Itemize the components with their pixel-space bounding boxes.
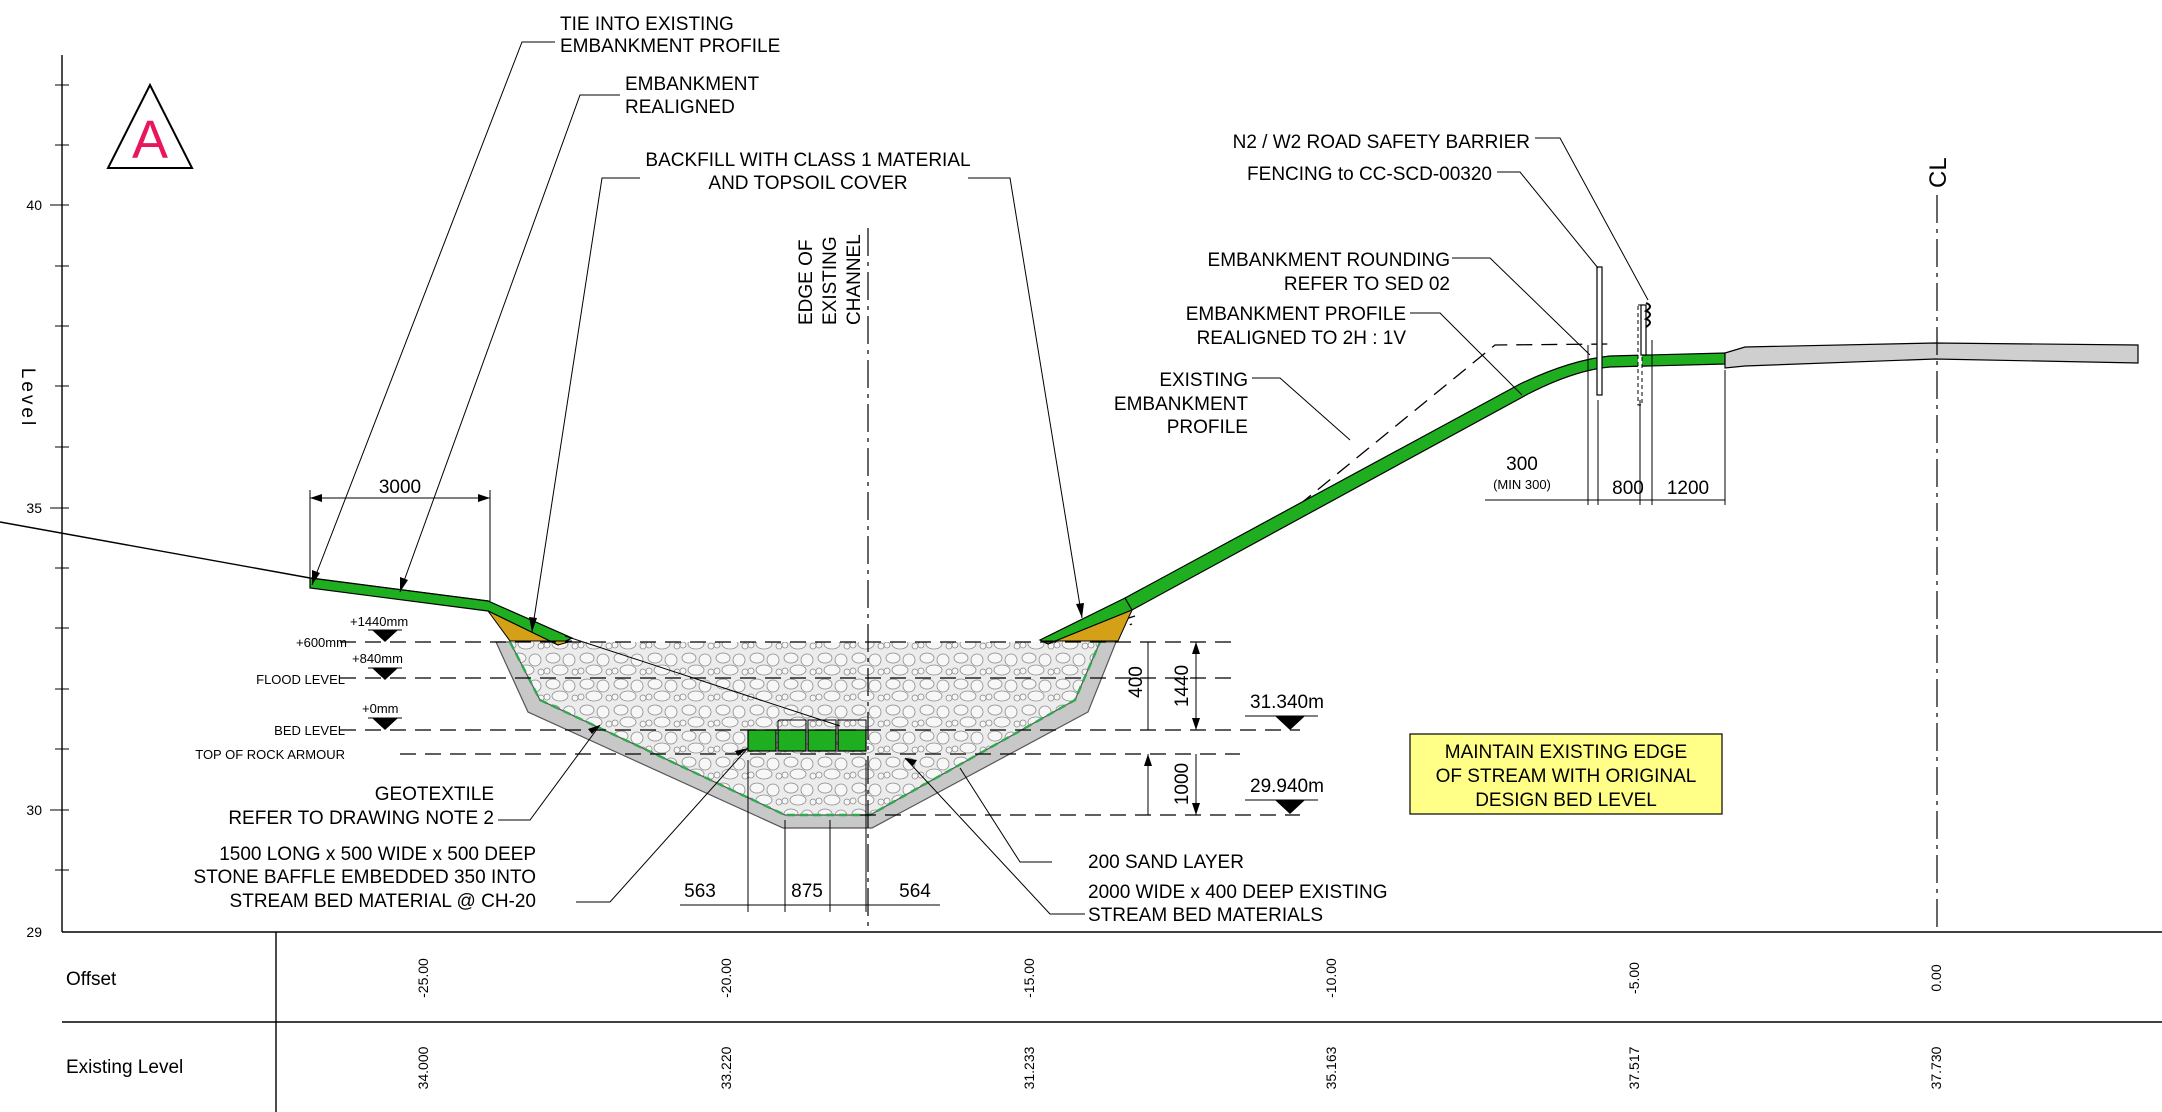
section-marker: A [106,82,194,170]
level-plus840: +840mm [352,651,403,666]
existing-level-value: 35.163 [1323,1046,1339,1089]
note-line-3: DESIGN BED LEVEL [1475,790,1657,811]
svg-text:3000: 3000 [379,477,421,498]
label-geotextile-2: REFER TO DRAWING NOTE 2 [228,808,494,829]
existing-level-value: 37.517 [1626,1046,1642,1089]
level-rock-top: TOP OF ROCK ARMOUR [195,747,345,762]
svg-text:(MIN 300): (MIN 300) [1493,477,1551,492]
existing-level-value: 33.220 [718,1046,734,1089]
label-existing-profile-1: EXISTING [1159,370,1248,391]
label-edge-channel-3: CHANNEL [844,234,865,325]
leader-arrowheads [312,570,1084,766]
label-tie-in-1: TIE INTO EXISTING [560,14,734,35]
level-marker-29940 [1245,799,1318,814]
note-line-1: MAINTAIN EXISTING EDGE [1445,742,1687,763]
label-sand: 200 SAND LAYER [1088,852,1244,873]
label-baffle-2: STONE BAFFLE EMBEDDED 350 INTO [194,867,536,888]
svg-text:300: 300 [1506,454,1538,475]
road-pavement [1724,342,2139,369]
offset-value: -25.00 [415,958,431,998]
existing-level-value: 37.730 [1928,1046,1944,1089]
svg-text:1000: 1000 [1172,763,1193,805]
label-profile-realigned-1: EMBANKMENT PROFILE [1186,304,1406,325]
road-safety-barrier [1637,302,1651,406]
svg-text:564: 564 [899,881,931,902]
label-profile-realigned-2: REALIGNED TO 2H : 1V [1197,328,1407,349]
table-offset-label: Offset [66,969,117,990]
dimension-563-875-564: 563 875 564 [680,760,940,912]
label-backfill-2: AND TOPSOIL COVER [708,173,907,194]
leader-lines [311,41,1649,915]
offset-value: -20.00 [718,958,734,998]
data-table: Offset Existing Level -25.00 -20.00 -15.… [62,931,2162,1112]
label-fencing: FENCING to CC-SCD-00320 [1247,164,1492,185]
level-marker-1440 [368,629,402,642]
label-cl: CL [1925,157,1952,188]
level-plus0: +0mm [362,701,398,716]
dimension-300-800-1200: 300 (MIN 300) 800 1200 [1485,340,1726,505]
level-tick-30: 30 [26,802,42,818]
level-bed: BED LEVEL [274,723,345,738]
level-marker-0 [368,717,402,730]
section-letter: A [132,110,168,170]
fence-post [1596,266,1603,396]
label-embankment-realigned-1: EMBANKMENT [625,74,759,95]
note-box: MAINTAIN EXISTING EDGE OF STREAM WITH OR… [1409,733,1723,815]
svg-text:1200: 1200 [1667,478,1709,499]
label-bed-materials-2: STREAM BED MATERIALS [1088,905,1323,926]
label-backfill-1: BACKFILL WITH CLASS 1 MATERIAL [645,150,970,171]
label-existing-profile-2: EMBANKMENT [1114,394,1248,415]
svg-text:1440: 1440 [1172,665,1193,707]
label-edge-channel-2: EXISTING [820,236,841,325]
existing-level-value: 31.233 [1021,1046,1037,1089]
rock-armour-fill [510,642,1100,815]
svg-text:563: 563 [684,881,716,902]
level-marker-840 [368,667,402,680]
level-plus600: +600mm [296,635,347,650]
svg-text:875: 875 [791,881,823,902]
level-plus1440: +1440mm [350,614,408,629]
topsoil-wedge-left [487,610,573,646]
label-baffle-3: STREAM BED MATERIAL @ CH-20 [230,891,536,912]
level-axis-title: Level [17,368,38,428]
label-tie-in-2: EMBANKMENT PROFILE [560,36,780,57]
level-marker-31340 [1245,715,1318,730]
level-tick-29: 29 [26,924,42,940]
label-barrier: N2 / W2 ROAD SAFETY BARRIER [1233,132,1530,153]
label-geotextile-1: GEOTEXTILE [375,784,494,805]
level-rl-upper: 31.340m [1250,692,1324,713]
triangle-icon [106,82,194,169]
offset-value: -5.00 [1626,962,1642,994]
offset-value: -10.00 [1323,958,1339,998]
label-bed-materials-1: 2000 WIDE x 400 DEEP EXISTING [1088,882,1388,903]
label-rounding-1: EMBANKMENT ROUNDING [1208,250,1450,271]
svg-text:400: 400 [1126,666,1147,698]
level-flood: FLOOD LEVEL [256,672,345,687]
level-reference-lines [340,635,1300,816]
level-tick-35: 35 [26,500,42,516]
note-line-2: OF STREAM WITH ORIGINAL [1436,766,1697,787]
level-tick-40: 40 [26,197,42,213]
dimension-3000: 3000 [309,477,491,601]
level-rl-lower: 29.940m [1250,776,1324,797]
svg-text:800: 800 [1612,478,1644,499]
label-baffle-1: 1500 LONG x 500 WIDE x 500 DEEP [219,844,536,865]
label-edge-channel-1: EDGE OF [796,239,817,325]
level-axis: 40 35 30 29 Level [17,55,69,940]
embankment-realigned [309,352,1726,646]
geotextile-line [508,641,1102,817]
label-embankment-realigned-2: REALIGNED [625,97,735,118]
dimension-vertical-stack: 400 1440 1000 [1126,642,1200,815]
label-rounding-2: REFER TO SED 02 [1284,274,1450,295]
offset-value: 0.00 [1928,964,1944,991]
existing-level-value: 34.000 [415,1046,431,1089]
offset-value: -15.00 [1021,958,1037,998]
table-existing-label: Existing Level [66,1057,183,1078]
label-existing-profile-3: PROFILE [1167,417,1248,438]
